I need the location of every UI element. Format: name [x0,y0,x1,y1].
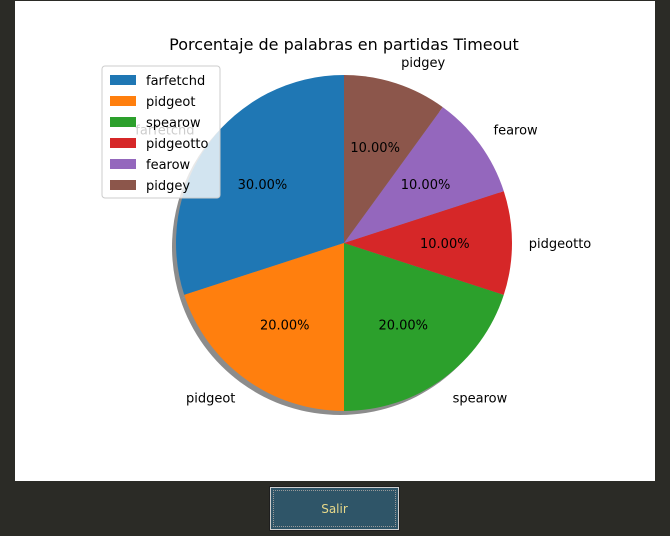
pie-slice-fearow [344,107,504,243]
slice-pct-label: 20.00% [378,319,428,334]
legend-label: pidgeotto [146,137,209,152]
legend: farfetchd pidgeot spearow pidgeotto fearow pi… [101,65,221,199]
slice-category-label: spearow [453,392,508,407]
slice-pct-label: 20.00% [260,319,310,334]
slice-pct-label: 10.00% [350,141,400,156]
pie-slice-spearow [344,243,504,411]
pie-slice-farfetchd [175,75,344,295]
legend-label: pidgey [146,179,190,194]
legend-swatch [110,159,136,169]
legend-swatch [110,75,136,85]
slice-category-label: pidgeot [186,392,235,407]
legend-label: spearow [146,116,201,131]
pie-chart: Porcentaje de palabras en partidas Timeo… [101,35,592,415]
chart-figure: Porcentaje de palabras en partidas Timeo… [15,1,655,481]
exit-button-label: Salir [321,501,348,516]
slice-pct-label: 10.00% [420,237,470,252]
slice-category-label: pidgey [401,56,445,71]
exit-button[interactable]: Salir [269,486,400,531]
pie-slices [175,75,512,411]
pie-slice-pidgeotto [344,191,512,295]
legend-label: farfetchd [146,74,205,89]
legend-label: fearow [146,158,191,173]
legend-swatch [110,180,136,190]
chart-title: Porcentaje de palabras en partidas Timeo… [169,35,519,54]
slice-pct-label: 10.00% [401,178,451,193]
pie-slice-pidgey [344,75,443,243]
legend-swatch [110,96,136,106]
legend-swatch [110,117,136,127]
pie-slice-pidgeot [184,243,344,411]
legend-swatch [110,138,136,148]
slice-pct-label: 30.00% [238,178,288,193]
slice-category-label: pidgeotto [529,237,592,252]
legend-label: pidgeot [146,95,195,110]
slice-category-label: fearow [494,123,539,138]
